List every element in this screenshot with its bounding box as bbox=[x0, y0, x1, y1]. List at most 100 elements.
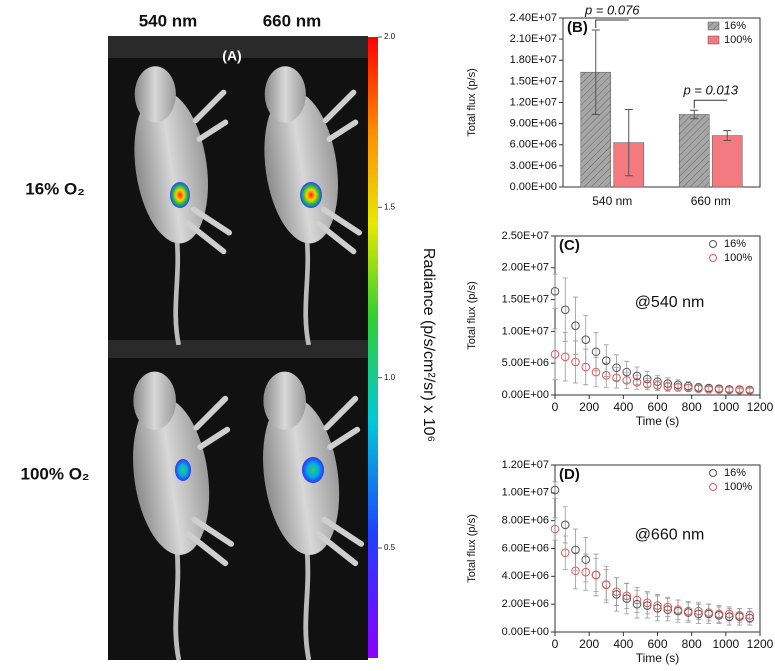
data-point bbox=[571, 321, 580, 330]
panel-label: (D) bbox=[559, 466, 580, 483]
y-tick-label: 1.20E+07 bbox=[502, 459, 549, 471]
data-point bbox=[642, 379, 652, 389]
data-point bbox=[581, 567, 591, 577]
y-tick-label: 5.00E+06 bbox=[502, 357, 549, 369]
error-bar bbox=[552, 273, 558, 309]
data-point bbox=[653, 601, 662, 610]
y-tick-label: 0.00E+00 bbox=[502, 626, 549, 638]
data-point bbox=[581, 362, 591, 372]
data-point bbox=[642, 601, 652, 610]
data-point bbox=[591, 570, 601, 580]
y-tick-label: 2.10E+07 bbox=[510, 33, 557, 45]
row-label: 16% O₂ bbox=[25, 179, 85, 198]
column-label: 540 nm bbox=[139, 11, 198, 30]
data-point bbox=[601, 356, 611, 365]
data-point bbox=[622, 376, 632, 385]
data-point bbox=[663, 379, 673, 388]
error-bar bbox=[562, 277, 568, 342]
data-point bbox=[550, 349, 560, 359]
x-axis-label: Time (s) bbox=[636, 414, 680, 428]
error-bar bbox=[644, 591, 650, 615]
colorbar-tick-label: 1.5 bbox=[384, 202, 396, 211]
data-point bbox=[642, 598, 652, 608]
annotation: p = 0.076 bbox=[584, 2, 640, 17]
error-bar bbox=[624, 371, 630, 390]
annotation: @660 nm bbox=[635, 526, 705, 543]
data-point bbox=[724, 609, 734, 619]
bar-hatch bbox=[679, 114, 710, 187]
y-tick-label: 2.40E+07 bbox=[510, 12, 557, 24]
signal-spot bbox=[302, 457, 324, 483]
column-label: 660 nm bbox=[263, 11, 322, 30]
data-point bbox=[591, 367, 601, 377]
panel-label: (B) bbox=[567, 19, 588, 36]
data-point bbox=[632, 595, 642, 605]
error-bar bbox=[634, 374, 640, 390]
data-point bbox=[683, 383, 693, 393]
error-bar bbox=[737, 387, 742, 393]
legend-label: 100% bbox=[724, 34, 752, 46]
colorbar-tick-label: 0.5 bbox=[384, 543, 396, 552]
data-point bbox=[683, 606, 693, 616]
colorbar bbox=[368, 37, 378, 658]
error-bar bbox=[675, 599, 681, 620]
data-point bbox=[550, 287, 560, 296]
data-point bbox=[745, 386, 755, 395]
y-tick-label: 6.00E+06 bbox=[502, 542, 549, 554]
colorbar-tick-label: 2.0 bbox=[384, 32, 396, 41]
error-bar bbox=[716, 605, 722, 623]
colorbar-tick-label: 1.0 bbox=[384, 373, 396, 382]
x-tick-label: 0 bbox=[552, 637, 559, 651]
data-point bbox=[560, 520, 570, 530]
x-tick-label: 1200 bbox=[747, 400, 774, 414]
error-bar bbox=[583, 348, 589, 386]
legend-marker bbox=[709, 469, 717, 477]
data-point bbox=[622, 591, 632, 601]
data-point bbox=[653, 381, 662, 390]
legend-marker bbox=[709, 483, 717, 491]
x-tick-label: 600 bbox=[647, 637, 667, 651]
data-point bbox=[714, 609, 724, 619]
x-tick-label: 0 bbox=[552, 400, 559, 414]
x-tick-label: 400 bbox=[613, 400, 633, 414]
y-tick-label: 1.00E+07 bbox=[502, 325, 549, 337]
y-tick-label: 3.00E+06 bbox=[510, 160, 557, 172]
signal-spot bbox=[170, 182, 190, 208]
data-point bbox=[694, 606, 703, 616]
error-bar bbox=[747, 607, 753, 623]
error-bar bbox=[593, 557, 599, 593]
y-tick-label: 2.00E+06 bbox=[502, 598, 549, 610]
error-bar bbox=[706, 603, 712, 622]
signal-spot bbox=[300, 182, 322, 208]
error-bar bbox=[665, 381, 671, 392]
data-point bbox=[694, 609, 703, 619]
data-point bbox=[724, 612, 734, 621]
y-tick-label: 1.20E+07 bbox=[510, 96, 557, 108]
data-point bbox=[735, 385, 744, 395]
error-bar bbox=[603, 362, 609, 388]
panel-a: 540 nm 660 nm (A) 16% O₂ 100% O₂ Radianc… bbox=[21, 11, 437, 660]
data-point bbox=[704, 608, 714, 617]
significance-bracket bbox=[595, 19, 629, 28]
y-axis-label: Total flux (p/s) bbox=[466, 281, 478, 349]
annotation: @540 nm bbox=[635, 294, 705, 311]
data-point bbox=[591, 347, 601, 357]
error-bar bbox=[726, 606, 732, 622]
data-point bbox=[622, 367, 632, 377]
x-tick-label: 800 bbox=[682, 637, 702, 651]
data-point bbox=[581, 335, 591, 344]
x-axis-label: Time (s) bbox=[636, 651, 680, 665]
x-tick-label: 1200 bbox=[747, 637, 774, 651]
error-bar bbox=[655, 594, 660, 618]
significance-bracket bbox=[693, 99, 728, 109]
error-bar bbox=[716, 386, 722, 393]
legend-marker bbox=[709, 240, 717, 248]
data-point bbox=[673, 383, 683, 392]
error-bar bbox=[562, 535, 568, 570]
data-point bbox=[612, 373, 621, 383]
y-tick-label: 6.00E+06 bbox=[510, 139, 557, 151]
row-label: 100% O₂ bbox=[21, 464, 90, 483]
error-bar bbox=[583, 553, 589, 591]
y-tick-label: 9.00E+06 bbox=[510, 118, 557, 130]
error-bar bbox=[562, 332, 568, 382]
